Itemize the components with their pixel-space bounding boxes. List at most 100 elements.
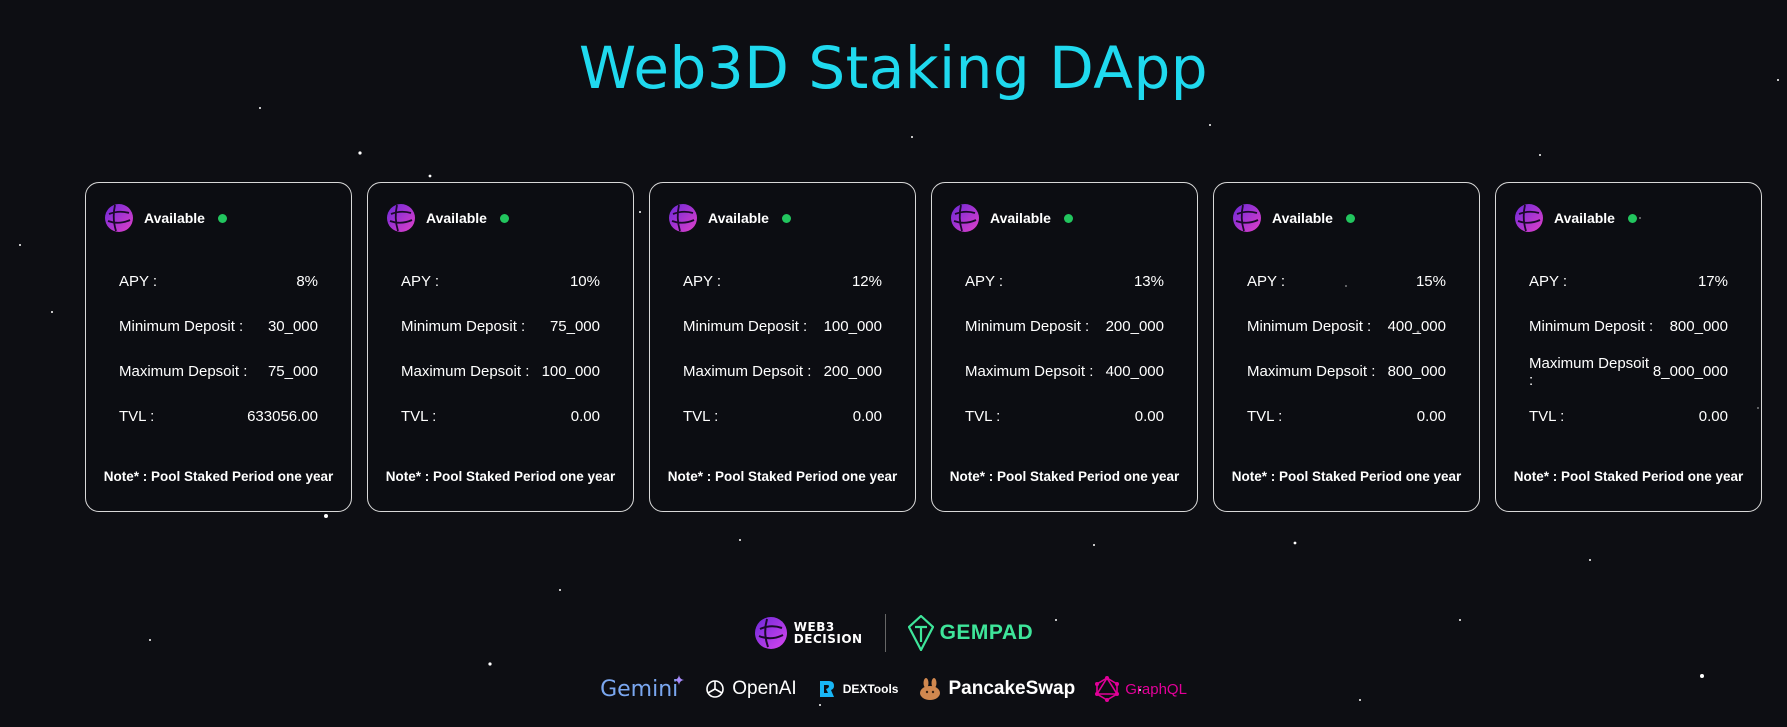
pool-card[interactable]: Available APY : 8% Minimum Deposit : 30_… — [85, 182, 352, 512]
pool-details: APY : 12% Minimum Deposit : 100_000 Maxi… — [683, 259, 882, 439]
tvl-row: TVL : 0.00 — [965, 394, 1164, 439]
apy-row: APY : 10% — [401, 259, 600, 304]
pool-status: Available — [708, 210, 769, 226]
gempad-label: GEMPAD — [939, 621, 1034, 644]
web3-decision-logo-icon — [669, 204, 697, 232]
pool-status: Available — [1554, 210, 1615, 226]
max-deposit-row: Maximum Depsoit : 75_000 — [119, 349, 318, 394]
apy-label: APY : — [1529, 273, 1568, 290]
apy-row: APY : 8% — [119, 259, 318, 304]
graphql-brand: GraphQL — [1095, 676, 1187, 702]
pool-card[interactable]: Available APY : 13% Minimum Deposit : 20… — [931, 182, 1198, 512]
max-deposit-row: Maximum Depsoit : 100_000 — [401, 349, 600, 394]
min-deposit-value: 400_000 — [1387, 318, 1446, 335]
web3-decision-logo-icon — [1515, 204, 1543, 232]
apy-row: APY : 15% — [1247, 259, 1446, 304]
max-deposit-value: 800_000 — [1387, 363, 1446, 380]
pool-details: APY : 17% Minimum Deposit : 800_000 Maxi… — [1529, 259, 1728, 439]
min-deposit-value: 75_000 — [549, 318, 600, 335]
pool-status: Available — [426, 210, 487, 226]
max-deposit-label: Maximum Depsoit : — [683, 363, 812, 380]
max-deposit-value: 100_000 — [541, 363, 600, 380]
pancakeswap-label: PancakeSwap — [948, 678, 1076, 699]
pancake-bunny-icon — [920, 678, 941, 700]
apy-value: 17% — [1697, 273, 1728, 290]
dextools-brand: DEXTools — [817, 678, 899, 700]
min-deposit-label: Minimum Deposit : — [119, 318, 244, 335]
min-deposit-row: Minimum Deposit : 30_000 — [119, 304, 318, 349]
dextools-label: DEXTools — [842, 682, 899, 696]
openai-logo-icon — [706, 680, 725, 698]
max-deposit-label: Maximum Depsoit : — [1247, 363, 1376, 380]
web3-decision-logo-icon — [754, 617, 787, 649]
status-dot-icon — [499, 213, 509, 223]
partners-secondary: Gemini OpenAI DEXTools — [0, 675, 1787, 702]
openai-brand: OpenAI — [704, 678, 797, 700]
max-deposit-value: 400_000 — [1105, 363, 1164, 380]
tvl-row: TVL : 0.00 — [1247, 394, 1446, 439]
apy-label: APY : — [1247, 273, 1286, 290]
apy-row: APY : 12% — [683, 259, 882, 304]
tvl-label: TVL : — [401, 408, 437, 425]
gemini-sparkle-icon — [674, 675, 685, 685]
max-deposit-row: Maximum Depsoit : 200_000 — [683, 349, 882, 394]
tvl-value: 0.00 — [570, 408, 600, 425]
min-deposit-label: Minimum Deposit : — [1529, 318, 1654, 335]
pool-card-header: Available — [950, 203, 1073, 233]
tvl-row: TVL : 0.00 — [683, 394, 882, 439]
pool-note: Note* : Pool Staked Period one year — [103, 469, 334, 484]
web3-decision-logo-icon — [951, 204, 979, 232]
pool-card[interactable]: Available APY : 15% Minimum Deposit : 40… — [1213, 182, 1480, 512]
tvl-row: TVL : 0.00 — [401, 394, 600, 439]
apy-label: APY : — [119, 273, 158, 290]
dextools-logo-icon — [819, 681, 834, 697]
status-dot-icon — [1627, 213, 1637, 223]
apy-value: 15% — [1415, 273, 1446, 290]
gemini-brand: Gemini — [600, 675, 685, 702]
tvl-label: TVL : — [683, 408, 719, 425]
pool-note: Note* : Pool Staked Period one year — [385, 469, 616, 484]
pool-card[interactable]: Available APY : 12% Minimum Deposit : 10… — [649, 182, 916, 512]
min-deposit-value: 800_000 — [1669, 318, 1728, 335]
min-deposit-value: 30_000 — [267, 318, 318, 335]
tvl-value: 0.00 — [1698, 408, 1728, 425]
apy-value: 13% — [1133, 273, 1164, 290]
pool-card-header: Available — [1514, 203, 1637, 233]
pool-card[interactable]: Available APY : 17% Minimum Deposit : 80… — [1495, 182, 1762, 512]
tvl-row: TVL : 633056.00 — [119, 394, 318, 439]
max-deposit-value: 75_000 — [267, 363, 318, 380]
pool-status: Available — [990, 210, 1051, 226]
tvl-value: 0.00 — [1416, 408, 1446, 425]
pool-card[interactable]: Available APY : 10% Minimum Deposit : 75… — [367, 182, 634, 512]
pool-note: Note* : Pool Staked Period one year — [667, 469, 898, 484]
max-deposit-label: Maximum Depsoit : — [1529, 354, 1650, 389]
min-deposit-row: Minimum Deposit : 100_000 — [683, 304, 882, 349]
pool-card-header: Available — [386, 203, 509, 233]
pool-cards: Available APY : 8% Minimum Deposit : 30_… — [85, 182, 1762, 512]
web3-decision-logo-icon — [1233, 204, 1261, 232]
max-deposit-label: Maximum Depsoit : — [119, 363, 248, 380]
pool-card-header: Available — [1232, 203, 1355, 233]
graphql-logo-icon — [1095, 676, 1120, 702]
pool-note: Note* : Pool Staked Period one year — [1231, 469, 1462, 484]
min-deposit-label: Minimum Deposit : — [1247, 318, 1372, 335]
min-deposit-value: 200_000 — [1105, 318, 1164, 335]
pool-note: Note* : Pool Staked Period one year — [949, 469, 1180, 484]
web3-decision-logo-icon — [387, 204, 415, 232]
tvl-row: TVL : 0.00 — [1529, 394, 1728, 439]
status-dot-icon — [1063, 213, 1073, 223]
tvl-label: TVL : — [119, 408, 155, 425]
status-dot-icon — [781, 213, 791, 223]
web3-decision-brand: WEB3 DECISION — [754, 616, 863, 650]
partner-divider — [884, 614, 886, 652]
gempad-brand: GEMPAD — [907, 615, 1034, 651]
status-dot-icon — [1345, 213, 1355, 223]
min-deposit-value: 100_000 — [823, 318, 882, 335]
pool-note: Note* : Pool Staked Period one year — [1513, 469, 1744, 484]
page-title: Web3D Staking DApp — [578, 34, 1209, 102]
pancakeswap-brand: PancakeSwap — [918, 677, 1075, 701]
tvl-label: TVL : — [1247, 408, 1283, 425]
graphql-label: GraphQL — [1125, 680, 1187, 698]
pool-details: APY : 15% Minimum Deposit : 400_000 Maxi… — [1247, 259, 1446, 439]
